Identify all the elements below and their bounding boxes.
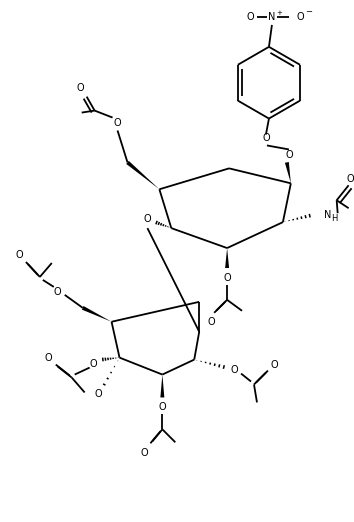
Text: O: O <box>77 82 85 93</box>
Text: N: N <box>324 210 331 220</box>
Text: O: O <box>95 389 102 399</box>
Text: O: O <box>262 134 270 144</box>
Text: O: O <box>159 402 166 412</box>
Text: O: O <box>296 12 304 22</box>
Text: O: O <box>270 360 278 370</box>
Text: O: O <box>144 214 151 224</box>
Text: −: − <box>305 7 312 17</box>
Polygon shape <box>285 162 291 183</box>
Text: O: O <box>347 174 354 184</box>
Text: O: O <box>54 287 62 297</box>
Text: O: O <box>114 117 121 127</box>
Text: O: O <box>207 317 215 327</box>
Polygon shape <box>160 375 164 397</box>
Text: O: O <box>285 150 293 160</box>
Text: O: O <box>141 448 148 458</box>
Text: O: O <box>223 273 231 283</box>
Text: O: O <box>45 353 53 363</box>
Text: H: H <box>331 213 337 223</box>
Text: O: O <box>230 364 238 375</box>
Polygon shape <box>126 161 159 189</box>
Polygon shape <box>82 306 112 322</box>
Text: O: O <box>90 359 97 369</box>
Text: O: O <box>246 12 254 22</box>
Polygon shape <box>225 248 229 268</box>
Text: N: N <box>268 12 276 22</box>
Text: +: + <box>276 10 282 16</box>
Text: O: O <box>15 250 23 260</box>
